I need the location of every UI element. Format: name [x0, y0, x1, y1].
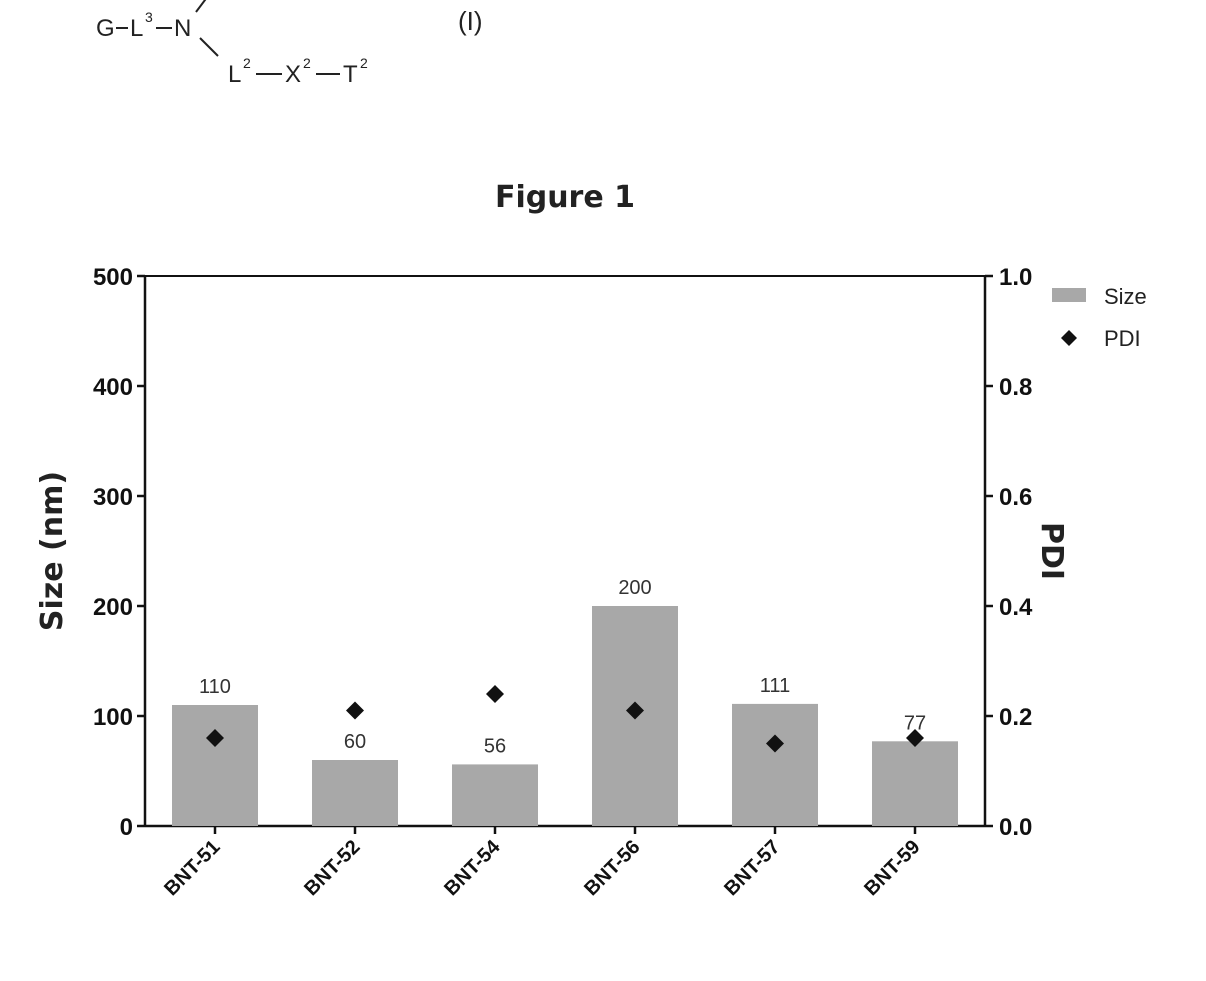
size-data-label: 60 — [344, 731, 366, 753]
formula-label: (I) — [458, 6, 483, 36]
y2-tick-label: 0.4 — [999, 594, 1033, 621]
x-tick-label: BNT-51 — [160, 836, 224, 900]
formula-atom-l2: L — [228, 61, 241, 88]
formula-bond-down — [199, 37, 219, 57]
size-bar — [172, 705, 258, 826]
pdi-marker — [206, 729, 224, 747]
legend-pdi-label: PDI — [1104, 326, 1141, 351]
pdi-marker — [626, 701, 644, 720]
x-tick-label: BNT-54 — [440, 835, 505, 900]
size-bar — [872, 741, 958, 826]
y2-tick-label: 0.0 — [999, 814, 1032, 841]
formula-sub-2c: 2 — [360, 55, 368, 71]
size-data-label: 200 — [618, 577, 651, 599]
y-tick-label: 400 — [93, 374, 133, 401]
formula-atom-l3: L — [130, 15, 143, 42]
pdi-marker — [346, 701, 364, 720]
formula-bond-up — [195, 0, 207, 13]
size-data-label: 77 — [904, 712, 926, 734]
y2-axis-title: PDI — [1034, 522, 1069, 580]
y-axis-title: Size (nm) — [35, 471, 70, 631]
pdi-marker — [486, 685, 504, 703]
figure-title: Figure 1 — [494, 180, 636, 215]
x-tick-label: BNT-57 — [720, 836, 784, 900]
formula-atom-t2: T — [343, 61, 358, 88]
x-tick-label: BNT-52 — [300, 836, 364, 900]
y-tick-label: 0 — [120, 814, 133, 841]
x-tick-label: BNT-56 — [580, 836, 644, 900]
y2-tick-label: 0.6 — [999, 484, 1032, 511]
chart-container: 0 100 200 300 400 500 0.0 0.2 0.4 0.6 0.8 1.0 Size (… — [0, 230, 1206, 981]
size-pdi-bar-chart: 0 100 200 300 400 500 0.0 0.2 0.4 0.6 0.8 1.0 Size (… — [35, 264, 1147, 900]
pdi-marker — [766, 734, 784, 753]
y-tick-label: 300 — [93, 484, 133, 511]
chemical-formula: G L 3 N (I) L 2 X 2 T 2 — [96, 0, 516, 100]
size-bar — [452, 764, 538, 826]
legend-size-label: Size — [1104, 284, 1147, 309]
size-bar — [732, 703, 818, 826]
formula-sub-3: 3 — [145, 9, 153, 25]
pdi-marker — [906, 729, 924, 747]
formula-atom-x2: X — [285, 61, 301, 88]
formula-sub-2b: 2 — [303, 55, 311, 71]
y2-tick-label: 1.0 — [999, 264, 1032, 291]
legend-pdi-marker — [1061, 330, 1077, 346]
formula-atom-g: G — [96, 15, 115, 42]
formula-sub-2: 2 — [243, 55, 251, 71]
y2-tick-label: 0.8 — [999, 374, 1032, 401]
size-data-label: 56 — [484, 735, 506, 757]
size-data-label: 111 — [760, 675, 790, 697]
legend-size-swatch — [1052, 288, 1086, 302]
y2-tick-label: 0.2 — [999, 704, 1032, 731]
formula-atom-n: N — [174, 15, 191, 42]
y-tick-label: 100 — [93, 704, 133, 731]
size-bar — [312, 760, 398, 826]
x-tick-label: BNT-59 — [860, 836, 924, 900]
formula-drawing: G L 3 N (I) L 2 X 2 T 2 — [96, 0, 483, 88]
size-data-label: 110 — [199, 676, 231, 698]
y-tick-label: 500 — [93, 264, 133, 291]
y-tick-label: 200 — [93, 594, 133, 621]
